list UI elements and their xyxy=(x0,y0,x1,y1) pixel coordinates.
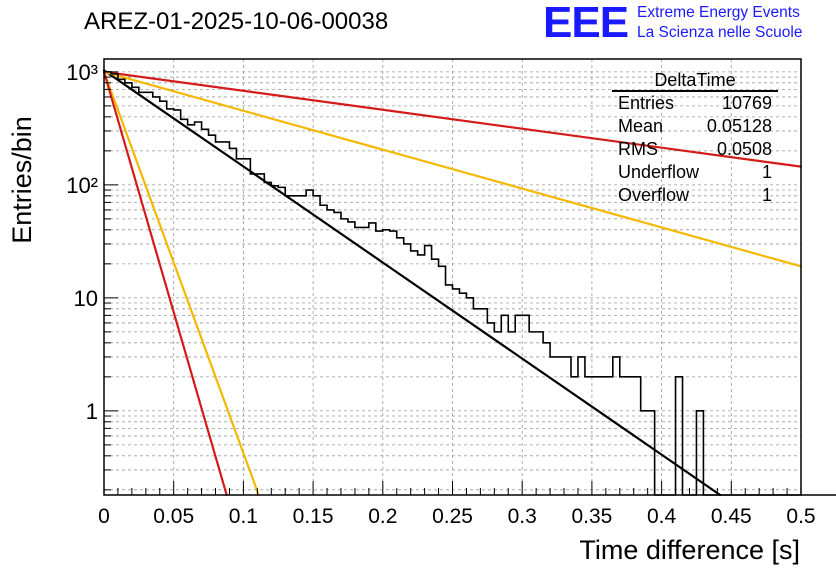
grid xyxy=(104,59,801,495)
y-tick-label: 10 xyxy=(74,286,98,311)
stats-value: 1 xyxy=(761,185,772,205)
x-tick-label: 0.4 xyxy=(647,505,677,528)
x-axis-label: Time difference [s] xyxy=(579,535,800,565)
stats-label: Entries xyxy=(618,93,675,113)
stats-value: 1 xyxy=(761,162,772,182)
eee-subtitle: Extreme Energy Events La Scienza nelle S… xyxy=(637,3,802,43)
stats-row-entries: Entries 10769 xyxy=(610,92,780,115)
stats-row-underflow: Underflow 1 xyxy=(610,161,780,184)
x-tick-label: 0.3 xyxy=(508,505,537,528)
stats-label: Overflow xyxy=(618,185,690,205)
y-tick-label: 1 xyxy=(86,399,98,424)
x-tick-label: 0.25 xyxy=(432,505,473,528)
stats-label: Mean xyxy=(618,116,664,136)
stats-value: 0.0508 xyxy=(716,139,772,159)
fit-line-fit xyxy=(102,69,722,497)
tick-labels: 0 0.05 0.1 0.15 0.2 0.25 0.3 0.35 0.4 0.45 0.5 1 10 1… xyxy=(66,60,815,528)
x-tick-label: 0 xyxy=(98,505,110,528)
x-tick-label: 0.05 xyxy=(153,505,194,528)
y-tick-label: 10³ xyxy=(66,60,98,85)
stats-row-overflow: Overflow 1 xyxy=(610,184,780,207)
fit-line-red-slow xyxy=(102,70,803,168)
x-tick-label: 0.15 xyxy=(293,505,334,528)
axis-ticks xyxy=(103,71,802,495)
y-tick-label: 10² xyxy=(66,173,98,198)
stats-label: RMS xyxy=(618,139,658,159)
histogram xyxy=(104,71,836,496)
y-axis-label: Entries/bin xyxy=(7,116,37,244)
eee-logo: EEE xyxy=(543,0,629,47)
chart-title: AREZ-01-2025-10-06-00038 xyxy=(84,8,389,35)
x-tick-label: 0.5 xyxy=(786,505,815,528)
fit-line-red-fast xyxy=(102,70,228,497)
stats-title: DeltaTime xyxy=(612,70,778,92)
stats-value: 10769 xyxy=(721,93,772,113)
x-tick-label: 0.35 xyxy=(571,505,612,528)
stats-row-rms: RMS 0.0508 xyxy=(610,138,780,161)
fit-line-yellow-fast xyxy=(102,70,260,497)
stats-row-mean: Mean 0.05128 xyxy=(610,115,780,138)
stats-label: Underflow xyxy=(618,162,700,182)
histogram-outline xyxy=(104,71,836,496)
eee-line-2: La Scienza nelle Scuole xyxy=(637,24,803,41)
x-tick-label: 0.2 xyxy=(368,505,397,528)
fit-line-yellow-slow xyxy=(102,70,803,268)
stats-value: 0.05128 xyxy=(706,116,772,136)
stats-box: DeltaTime Entries 10769 Mean 0.05128 RMS… xyxy=(610,70,780,207)
eee-line-1: Extreme Energy Events xyxy=(637,4,800,21)
fit-curves xyxy=(102,69,803,497)
x-tick-label: 0.45 xyxy=(711,505,752,528)
x-tick-label: 0.1 xyxy=(229,505,258,528)
